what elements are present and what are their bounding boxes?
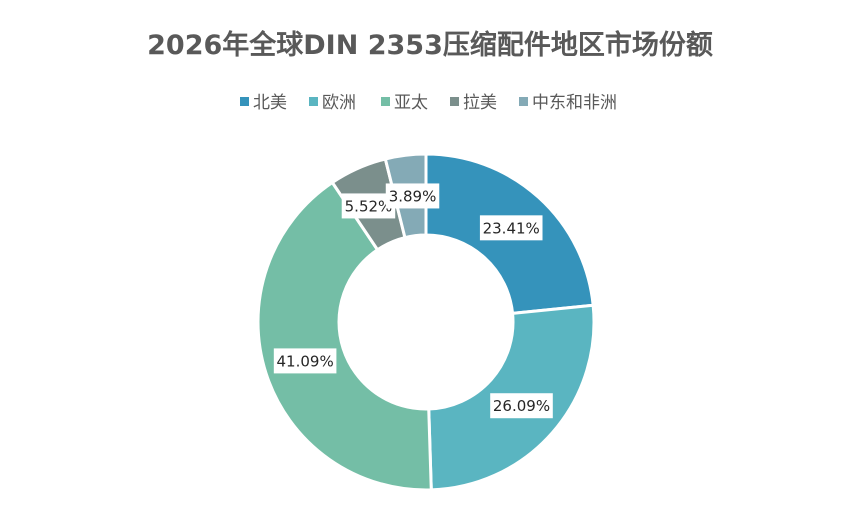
data-label-box-1	[479, 215, 543, 241]
data-label-box-5	[385, 183, 440, 209]
slice-3	[256, 180, 433, 492]
legend-swatch-5	[519, 97, 528, 106]
legend-label-2: 欧洲	[322, 93, 356, 113]
data-label-text-1: 23.41%	[483, 219, 540, 237]
legend: 北美 欧洲 亚太 拉美 中东和非洲	[240, 93, 617, 113]
legend-label-5: 中东和非洲	[532, 93, 617, 113]
legend-swatch-3	[381, 97, 390, 106]
data-label-text-2: 26.09%	[493, 397, 550, 415]
data-label-text-4: 5.52%	[345, 197, 393, 215]
data-label-2: 26.09%	[490, 393, 553, 419]
legend-label-3: 亚太	[394, 93, 428, 113]
data-label-box-3	[273, 348, 337, 374]
data-label-text-3: 41.09%	[277, 352, 334, 370]
data-label-box-2	[490, 393, 553, 419]
data-label-3: 41.09%	[273, 348, 337, 374]
data-label-1: 23.41%	[479, 215, 543, 241]
legend-swatch-4	[450, 97, 459, 106]
legend-swatch-2	[309, 97, 318, 106]
legend-label-4: 拉美	[463, 93, 497, 113]
legend-label-1: 北美	[253, 93, 287, 113]
data-labels: 23.41% 26.09% 41.09% 5.52%3.89%	[273, 183, 553, 419]
legend-swatch-1	[240, 97, 249, 106]
data-label-5: 3.89%	[385, 183, 440, 209]
data-label-text-5: 3.89%	[389, 187, 437, 205]
chart-title: 2026年全球DIN 2353压缩配件地区市场份额	[147, 29, 713, 61]
